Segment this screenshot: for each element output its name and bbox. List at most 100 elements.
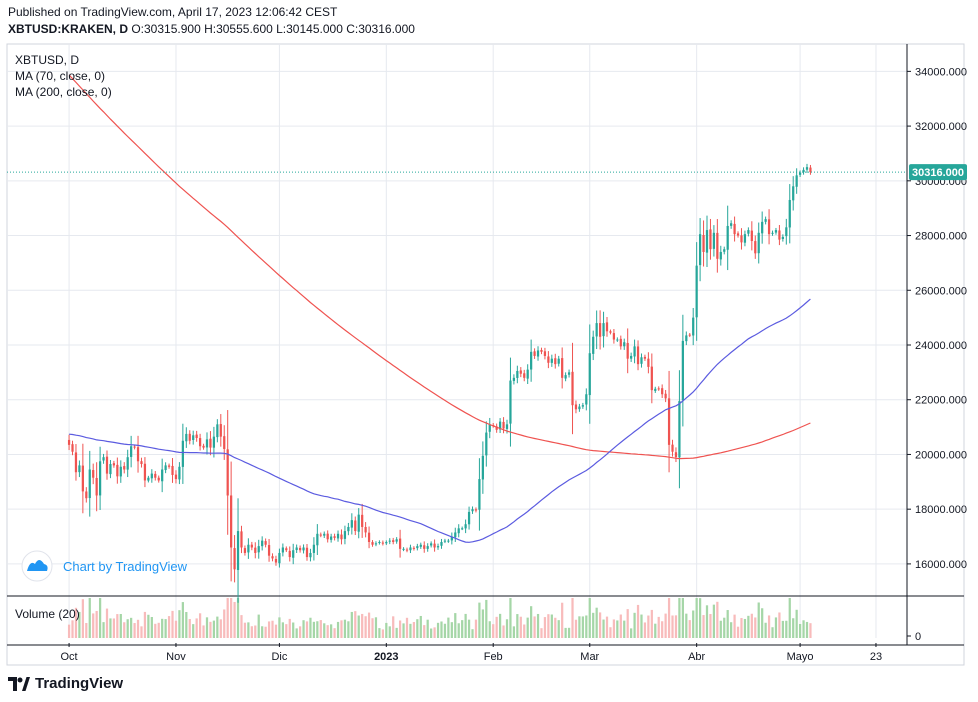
candle-body	[164, 465, 167, 471]
candle-body	[98, 461, 102, 496]
volume-bar	[123, 622, 126, 638]
candle-body	[447, 540, 450, 542]
volume-bar	[571, 598, 574, 638]
volume-bar	[392, 616, 395, 638]
volume-bar	[109, 618, 112, 638]
candle-body	[647, 358, 650, 367]
candle-body	[702, 234, 705, 252]
candle-body	[581, 405, 584, 407]
volume-bar	[326, 625, 329, 638]
volume-bar	[236, 598, 240, 638]
volume-bar	[164, 619, 167, 638]
candle-body	[733, 223, 736, 235]
volume-bar	[223, 609, 226, 638]
candle-body	[354, 520, 357, 532]
volume-bar	[585, 615, 588, 638]
candle-body	[602, 323, 605, 337]
candle-body	[530, 351, 533, 370]
candle-body	[112, 463, 116, 466]
volume-bar	[364, 616, 367, 638]
volume-bar	[167, 616, 171, 638]
volume-bar	[695, 598, 698, 638]
candle-body	[519, 370, 522, 374]
candle-body	[623, 342, 626, 347]
candle-body	[419, 544, 422, 547]
published-note: Published on TradingView.com, April 17, …	[8, 5, 338, 19]
volume-bar	[343, 619, 347, 638]
volume-bar	[443, 623, 447, 638]
volume-bar	[136, 619, 140, 638]
candle-body	[723, 249, 726, 252]
volume-zero-label: 0	[915, 631, 921, 643]
candle-body	[526, 369, 529, 379]
volume-bar	[685, 613, 688, 638]
candle-body	[605, 322, 609, 332]
candle-body	[561, 358, 564, 378]
volume-bar	[333, 628, 336, 638]
volume-bar	[209, 621, 212, 638]
candle-body	[181, 440, 184, 467]
candle-body	[592, 336, 595, 354]
volume-bar	[802, 620, 805, 638]
candle-body	[116, 464, 119, 477]
candle-body	[705, 230, 709, 253]
candle-body	[271, 556, 274, 559]
candle-body	[247, 544, 250, 553]
volume-bar	[502, 625, 505, 638]
candle-body	[123, 466, 126, 470]
candle-body	[381, 542, 384, 544]
candle-body	[147, 477, 150, 481]
candle-body	[778, 230, 781, 240]
candle-body	[578, 406, 581, 410]
volume-bar	[192, 624, 195, 638]
volume-bar	[202, 625, 205, 638]
volume-bar	[181, 602, 184, 638]
candle-body	[461, 528, 464, 530]
candle-body	[774, 230, 778, 233]
volume-bar	[657, 616, 660, 638]
candle-body	[226, 449, 229, 496]
volume-bar	[430, 628, 433, 638]
volume-bar	[450, 622, 453, 638]
watermark-text: Chart by TradingView	[63, 559, 188, 574]
candle-body	[509, 380, 512, 424]
volume-bar	[409, 623, 412, 638]
candle-body	[726, 225, 729, 250]
volume-bar	[126, 619, 129, 638]
volume-bar	[267, 621, 271, 638]
volume-bar	[309, 617, 312, 638]
volume-bar	[140, 626, 143, 638]
volume-bar	[274, 624, 278, 638]
volume-bar	[771, 627, 774, 638]
candle-body	[288, 550, 291, 558]
volume-bar	[505, 619, 509, 638]
legend-ma70: MA (70, close, 0)	[15, 69, 105, 83]
volume-bar	[681, 598, 684, 638]
volume-bar	[398, 620, 402, 638]
volume-bar	[347, 621, 350, 638]
candle-body	[257, 546, 260, 553]
volume-bar	[643, 622, 647, 638]
candle-body	[743, 234, 747, 243]
candle-body	[171, 465, 174, 475]
tradingview-logo[interactable]: TradingView	[8, 675, 123, 692]
candle-body	[747, 230, 750, 234]
x-tick-label: Nov	[166, 651, 186, 663]
volume-bar	[316, 621, 319, 638]
volume-bar	[271, 620, 274, 638]
volume-bar	[78, 611, 81, 638]
volume-bar	[92, 613, 95, 638]
x-tick-label: Dic	[271, 651, 287, 663]
candle-body	[636, 346, 640, 365]
volume-bar	[650, 609, 653, 638]
candle-body	[150, 473, 153, 479]
candle-body	[364, 526, 367, 533]
volume-bar	[626, 609, 629, 638]
x-tick-label: 2023	[374, 651, 398, 663]
candle-body	[233, 548, 236, 570]
candle-body	[795, 175, 798, 187]
candle-body	[178, 466, 181, 480]
legend-symbol: XBTUSD, D	[15, 53, 79, 67]
volume-bar	[205, 617, 209, 638]
